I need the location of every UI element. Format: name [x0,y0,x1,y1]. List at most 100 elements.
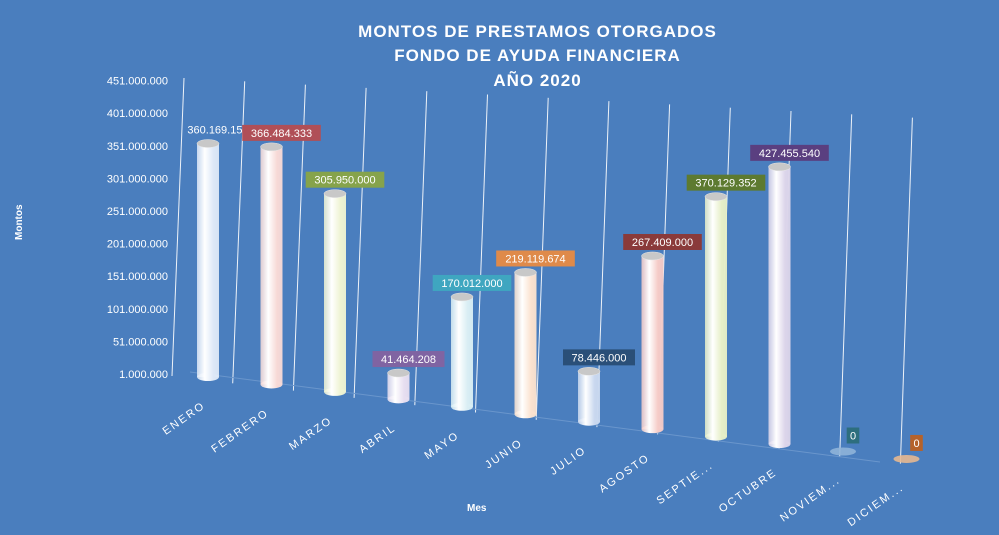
data-label-box [305,171,385,188]
bar-body [197,143,219,377]
bar-top [387,368,410,378]
bar-body [768,166,791,445]
bar-base [387,395,410,404]
data-label: 170.012.000 [432,274,512,291]
gridline [475,94,488,413]
y-tick-label: 201.000.000 [107,239,168,251]
data-label-text: 366.484.333 [251,128,312,140]
bar-top [577,367,601,376]
data-label: 360.169.159 [187,125,248,137]
data-label-box [910,434,923,451]
y-tick-label: 51.000.000 [113,336,168,348]
bar-base [451,402,473,411]
category-label: AGOSTO [597,452,652,496]
x-axis-title: Mes [467,503,487,514]
bar-body [451,296,473,407]
gridline [353,87,367,398]
bar-base [324,387,346,396]
data-label: 78.446.000 [563,349,635,366]
bar [196,139,220,381]
data-label-text: 305.950.000 [314,175,375,187]
data-label-box [563,349,635,366]
data-label-box [846,427,860,444]
data-label-text: 360.169.159 [187,125,248,137]
data-label-box [623,233,702,250]
data-label: 366.484.333 [242,124,321,141]
bar-body [324,193,346,392]
bar-top [641,251,664,261]
data-label: 305.950.000 [305,171,385,188]
data-label: 219.119.674 [496,250,575,267]
bar-base [641,425,664,434]
floor-line [189,371,881,463]
bar-base [514,410,537,419]
bar-top [323,189,347,198]
category-label: NOVIEM... [778,474,843,524]
data-label: 427.455.540 [750,144,829,161]
bar-body [641,255,664,430]
category-label: JUNIO [483,437,525,471]
bar-body [705,196,727,437]
bar-top [450,292,474,302]
chart-title-line-1: MONTOS DE PRESTAMOS OTORGADOS [358,22,717,41]
chart-title-line-3: AÑO 2020 [493,71,582,90]
data-label-box [372,351,445,368]
category-label: MARZO [287,415,335,453]
data-label-box [750,144,829,161]
y-tick-label: 251.000.000 [107,206,168,218]
data-label: 0 [846,427,860,444]
bar-body [260,146,283,385]
data-label-text: 170.012.000 [441,278,502,290]
category-label: SEPTIE... [655,459,716,507]
category-label: ENERO [161,400,208,438]
bar-base [705,432,727,441]
category-label: DICIEM... [846,482,907,529]
bar-base [260,380,283,389]
bar [893,454,920,463]
category-label: JULIO [548,444,589,477]
category-label: MAYO [422,429,461,462]
bar-top [704,192,728,201]
data-label: 267.409.000 [623,233,702,250]
data-label-text: 78.446.000 [571,352,626,364]
data-label-text: 41.464.208 [381,354,436,366]
bar-body [514,272,537,415]
gridline [899,117,913,464]
chart-title-line-2: FONDO DE AYUDA FINANCIERA [394,46,681,65]
bar [641,251,664,434]
bar-base [768,440,791,449]
data-label-text: 267.409.000 [632,237,693,249]
bar [830,447,856,456]
data-label-text: 370.129.352 [695,178,756,190]
bars [196,139,920,463]
bar-zero-disc [830,447,856,456]
data-label-box [242,124,321,141]
data-label: 41.464.208 [372,351,445,368]
bar [260,142,283,389]
bar [450,292,474,411]
data-label-box [496,250,575,267]
bar-body [578,371,600,422]
data-label-box [432,274,512,291]
y-tick-label: 301.000.000 [107,173,168,185]
y-tick-label: 101.000.000 [107,304,168,316]
data-label-text: 219.119.674 [505,253,565,265]
y-tick-label: 151.000.000 [107,271,168,283]
bar-top [768,162,791,172]
data-label-text: 0 [913,438,919,450]
gridline [839,114,853,457]
bar [323,189,347,396]
y-tick-label: 401.000.000 [107,108,168,120]
y-tick-labels: 1.000.000 51.000.000 101.000.000 151.000.00… [107,76,168,381]
bar [514,268,537,419]
bar [768,162,791,449]
category-labels: ENERO FEBRERO MARZO ABRIL MAYO JUNIO JULIO AGOS… [161,400,907,529]
bar-top [196,139,220,148]
data-labels: 360.169.159 366.484.333 305.950.000 41.464.… [187,124,923,451]
data-label-box [686,174,766,191]
bar-top [514,268,537,277]
bar [387,368,410,404]
category-label: FEBRERO [209,407,271,455]
